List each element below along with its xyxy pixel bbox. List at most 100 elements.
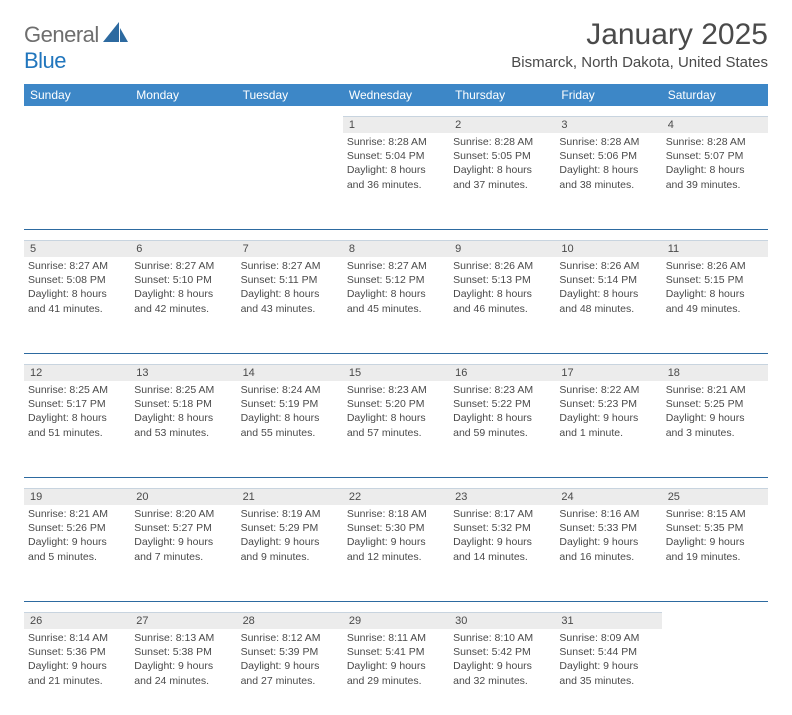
day-cell: Sunrise: 8:21 AMSunset: 5:26 PMDaylight:… [24,505,130,591]
sunrise-text: Sunrise: 8:16 AM [559,507,657,521]
day-info: Sunrise: 8:25 AMSunset: 5:18 PMDaylight:… [134,381,232,440]
day-number: 15 [343,364,449,381]
week: 12131415161718Sunrise: 8:25 AMSunset: 5:… [24,364,768,467]
dayname: Sunday [24,84,130,106]
daylight-text: Daylight: 9 hours and 21 minutes. [28,659,126,687]
daylight-text: Daylight: 8 hours and 37 minutes. [453,163,551,191]
daylight-text: Daylight: 9 hours and 3 minutes. [666,411,764,439]
day-number: 7 [237,240,343,257]
day-number: 3 [555,116,661,133]
day-info: Sunrise: 8:28 AMSunset: 5:05 PMDaylight:… [453,133,551,192]
day-info: Sunrise: 8:26 AMSunset: 5:13 PMDaylight:… [453,257,551,316]
day-number: 5 [24,240,130,257]
sunrise-text: Sunrise: 8:27 AM [241,259,339,273]
day-info: Sunrise: 8:16 AMSunset: 5:33 PMDaylight:… [559,505,657,564]
day-cell: Sunrise: 8:27 AMSunset: 5:10 PMDaylight:… [130,257,236,343]
sunrise-text: Sunrise: 8:12 AM [241,631,339,645]
daylight-text: Daylight: 8 hours and 43 minutes. [241,287,339,315]
week-separator [24,353,768,354]
daylight-text: Daylight: 8 hours and 55 minutes. [241,411,339,439]
day-info: Sunrise: 8:18 AMSunset: 5:30 PMDaylight:… [347,505,445,564]
sunrise-text: Sunrise: 8:21 AM [666,383,764,397]
day-number: 23 [449,488,555,505]
day-cell [237,133,343,219]
day-number: 20 [130,488,236,505]
sunrise-text: Sunrise: 8:27 AM [134,259,232,273]
day-number: 27 [130,612,236,629]
logo: General Blue [24,22,129,74]
sunset-text: Sunset: 5:42 PM [453,645,551,659]
daylight-text: Daylight: 8 hours and 59 minutes. [453,411,551,439]
day-info: Sunrise: 8:19 AMSunset: 5:29 PMDaylight:… [241,505,339,564]
day-cell: Sunrise: 8:11 AMSunset: 5:41 PMDaylight:… [343,629,449,715]
day-number [24,116,130,133]
day-cell [130,133,236,219]
daylight-text: Daylight: 8 hours and 39 minutes. [666,163,764,191]
day-number: 2 [449,116,555,133]
sunrise-text: Sunrise: 8:26 AM [666,259,764,273]
daynum-row: 1234 [24,116,768,133]
day-number: 9 [449,240,555,257]
sunset-text: Sunset: 5:44 PM [559,645,657,659]
day-cell: Sunrise: 8:10 AMSunset: 5:42 PMDaylight:… [449,629,555,715]
day-info: Sunrise: 8:12 AMSunset: 5:39 PMDaylight:… [241,629,339,688]
sunset-text: Sunset: 5:27 PM [134,521,232,535]
weeks-container: 1234Sunrise: 8:28 AMSunset: 5:04 PMDayli… [24,116,768,715]
sunrise-text: Sunrise: 8:27 AM [347,259,445,273]
daylight-text: Daylight: 8 hours and 49 minutes. [666,287,764,315]
day-cell: Sunrise: 8:16 AMSunset: 5:33 PMDaylight:… [555,505,661,591]
day-cell: Sunrise: 8:25 AMSunset: 5:17 PMDaylight:… [24,381,130,467]
sunset-text: Sunset: 5:25 PM [666,397,764,411]
day-number: 6 [130,240,236,257]
daynum-row: 19202122232425 [24,488,768,505]
day-number: 1 [343,116,449,133]
daylight-text: Daylight: 9 hours and 14 minutes. [453,535,551,563]
info-row: Sunrise: 8:14 AMSunset: 5:36 PMDaylight:… [24,629,768,715]
daynum-row: 567891011 [24,240,768,257]
info-row: Sunrise: 8:28 AMSunset: 5:04 PMDaylight:… [24,133,768,219]
daylight-text: Daylight: 8 hours and 41 minutes. [28,287,126,315]
daylight-text: Daylight: 8 hours and 48 minutes. [559,287,657,315]
logo-text-blue: Blue [24,48,66,73]
day-number: 4 [662,116,768,133]
sunset-text: Sunset: 5:26 PM [28,521,126,535]
daylight-text: Daylight: 9 hours and 16 minutes. [559,535,657,563]
sunset-text: Sunset: 5:12 PM [347,273,445,287]
daylight-text: Daylight: 9 hours and 12 minutes. [347,535,445,563]
sunrise-text: Sunrise: 8:26 AM [559,259,657,273]
day-info: Sunrise: 8:26 AMSunset: 5:14 PMDaylight:… [559,257,657,316]
day-cell: Sunrise: 8:26 AMSunset: 5:15 PMDaylight:… [662,257,768,343]
sunset-text: Sunset: 5:19 PM [241,397,339,411]
sunrise-text: Sunrise: 8:25 AM [134,383,232,397]
day-number: 22 [343,488,449,505]
day-header-row: Sunday Monday Tuesday Wednesday Thursday… [24,84,768,106]
day-cell: Sunrise: 8:28 AMSunset: 5:07 PMDaylight:… [662,133,768,219]
day-info: Sunrise: 8:15 AMSunset: 5:35 PMDaylight:… [666,505,764,564]
day-cell: Sunrise: 8:27 AMSunset: 5:11 PMDaylight:… [237,257,343,343]
daylight-text: Daylight: 8 hours and 51 minutes. [28,411,126,439]
sunrise-text: Sunrise: 8:14 AM [28,631,126,645]
logo-sail-icon [103,22,129,44]
header: General Blue January 2025 Bismarck, Nort… [24,18,768,74]
day-number: 29 [343,612,449,629]
day-number [237,116,343,133]
day-info: Sunrise: 8:25 AMSunset: 5:17 PMDaylight:… [28,381,126,440]
info-row: Sunrise: 8:27 AMSunset: 5:08 PMDaylight:… [24,257,768,343]
day-number: 14 [237,364,343,381]
daynum-row: 262728293031 [24,612,768,629]
day-cell: Sunrise: 8:12 AMSunset: 5:39 PMDaylight:… [237,629,343,715]
week: 19202122232425Sunrise: 8:21 AMSunset: 5:… [24,488,768,591]
day-number: 30 [449,612,555,629]
week: 1234Sunrise: 8:28 AMSunset: 5:04 PMDayli… [24,116,768,219]
sunrise-text: Sunrise: 8:18 AM [347,507,445,521]
sunrise-text: Sunrise: 8:24 AM [241,383,339,397]
day-number: 19 [24,488,130,505]
day-info: Sunrise: 8:28 AMSunset: 5:04 PMDaylight:… [347,133,445,192]
sunset-text: Sunset: 5:17 PM [28,397,126,411]
day-info: Sunrise: 8:21 AMSunset: 5:25 PMDaylight:… [666,381,764,440]
daylight-text: Daylight: 8 hours and 42 minutes. [134,287,232,315]
daylight-text: Daylight: 8 hours and 38 minutes. [559,163,657,191]
day-info: Sunrise: 8:28 AMSunset: 5:06 PMDaylight:… [559,133,657,192]
week-separator [24,229,768,230]
day-cell: Sunrise: 8:17 AMSunset: 5:32 PMDaylight:… [449,505,555,591]
